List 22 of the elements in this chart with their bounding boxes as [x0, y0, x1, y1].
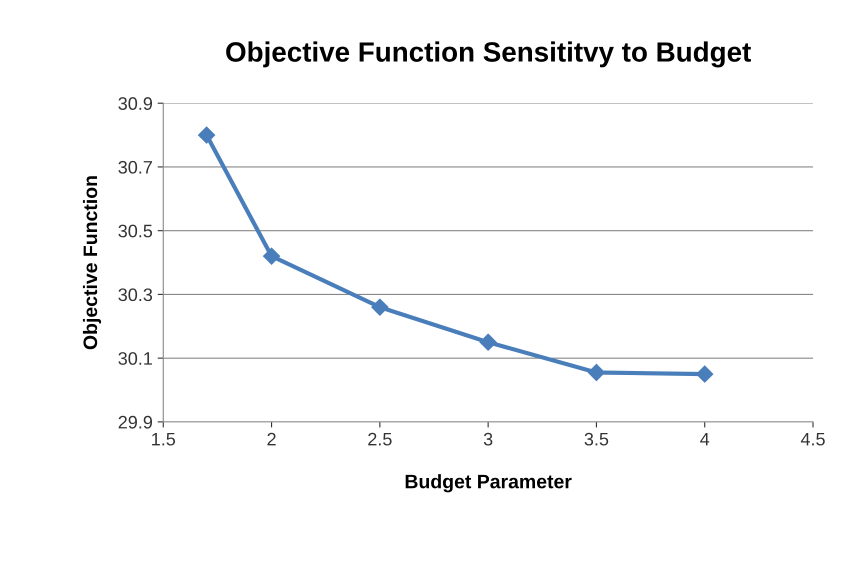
x-axis-title: Budget Parameter: [406, 474, 572, 492]
point: [480, 334, 497, 351]
point: [263, 248, 280, 265]
x-tick-label: 2.5: [368, 432, 392, 446]
y-tick-label: 30.3: [118, 288, 152, 302]
x-tick-label: 3: [484, 432, 492, 446]
x-tick-label: 4: [700, 432, 710, 446]
y-tick-label: 29.9: [118, 416, 152, 429]
x-tick-label: 1.5: [152, 432, 176, 446]
chart-title: Objective Function Sensititvy to Budget: [226, 41, 751, 68]
y-tick-label: 30.7: [118, 160, 152, 174]
point: [198, 126, 216, 144]
y-tick-label: 30.9: [118, 97, 152, 110]
point: [588, 364, 605, 382]
y-axis-title: Objective Function: [82, 176, 102, 350]
x-tick-label: 2: [267, 432, 276, 446]
point: [371, 298, 388, 316]
point: [696, 366, 714, 383]
y-tick-label: 30.1: [118, 352, 152, 365]
x-tick-label: 4.5: [800, 432, 825, 446]
x-tick-label: 3.5: [584, 432, 608, 446]
y-tick-label: 30.5: [118, 224, 152, 238]
